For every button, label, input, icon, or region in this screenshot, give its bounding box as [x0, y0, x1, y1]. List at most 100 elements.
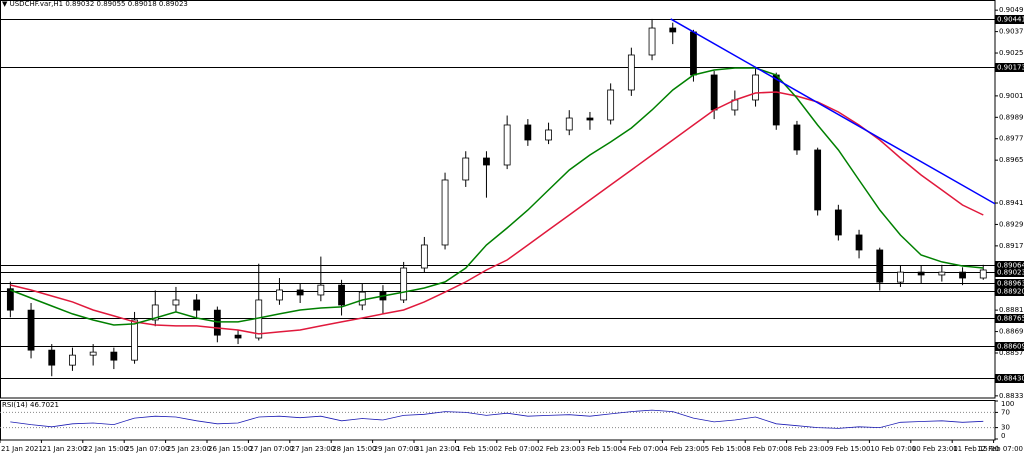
level-label-box	[995, 314, 1024, 323]
candle-body	[358, 291, 366, 306]
candle-body	[317, 284, 325, 296]
candle-body	[897, 271, 904, 283]
trendline	[670, 18, 995, 205]
x-tick-label: 22 Jan 15:00	[84, 445, 128, 453]
level-label-box	[995, 287, 1024, 296]
x-tick-label: 31 Jan 23:00	[415, 445, 459, 453]
x-tick-label: 12 Feb 07:00	[977, 445, 1023, 453]
level-label: 0.89023	[997, 269, 1024, 277]
x-tick-label: 9 Feb 15:00	[829, 445, 870, 453]
candle-body	[752, 74, 759, 101]
candle-body	[276, 289, 283, 301]
candle-body	[959, 271, 966, 279]
candle-body	[938, 271, 946, 276]
candle-body	[979, 269, 987, 279]
x-tick-label: 10 Feb 23:00	[912, 445, 958, 453]
symbol: USDCHF.var,H1	[10, 0, 64, 8]
candle-body	[627, 54, 635, 91]
candle-body	[400, 267, 408, 301]
rsi-label: RSI(14) 46.7021	[2, 401, 59, 409]
candle-body	[172, 299, 180, 306]
candle-body	[462, 157, 470, 181]
x-tick-label: 27 Jan 23:00	[291, 445, 335, 453]
candle-body	[48, 349, 56, 366]
level-label: 0.90441	[997, 16, 1024, 24]
ma-fast-line	[10, 67, 984, 326]
main-panel	[0, 0, 996, 399]
x-tick-label: 10 Feb 07:00	[870, 445, 916, 453]
candle-body	[69, 354, 76, 366]
header-arrow: ▼	[2, 0, 10, 8]
x-tick-label: 4 Feb 07:00	[622, 445, 663, 453]
x-tick-label: 29 Jan 07:00	[374, 445, 418, 453]
level-label: 0.88609	[997, 343, 1024, 351]
rsi-line	[10, 409, 984, 429]
candle-body	[296, 289, 304, 296]
header-high: 0.89055	[97, 0, 126, 8]
candle-body	[6, 288, 14, 311]
rsi-tick-label: 70	[1001, 408, 1010, 416]
rsi-panel	[0, 400, 996, 441]
rsi-plot	[0, 409, 995, 429]
candle-body	[524, 124, 532, 141]
x-tick-label: 1 Feb 15:00	[456, 445, 497, 453]
x-tick-label: 25 Jan 23:00	[167, 445, 211, 453]
level-label-box	[995, 261, 1024, 270]
candle-body	[586, 117, 594, 121]
candle-body	[690, 31, 697, 76]
rsi-name: RSI(14)	[2, 401, 28, 409]
header-low: 0.89018	[128, 0, 157, 8]
x-tick-label: 11 Feb 15:00	[953, 445, 999, 453]
candle-body	[110, 351, 118, 361]
level-label: 0.88963	[997, 280, 1024, 288]
candle-body	[234, 334, 242, 339]
x-tick-label: 27 Jan 07:00	[249, 445, 293, 453]
level-label-box	[995, 374, 1024, 383]
level-label: 0.89064	[997, 262, 1024, 270]
x-tick-label: 3 Feb 15:00	[581, 445, 622, 453]
candle-body	[503, 124, 511, 166]
x-tick-label: 25 Jan 07:00	[125, 445, 169, 453]
candle-body	[151, 304, 159, 321]
level-label-box	[995, 342, 1024, 351]
candle-body	[814, 149, 822, 211]
level-label-box	[995, 279, 1024, 288]
x-tick-label: 8 Feb 23:00	[788, 445, 829, 453]
candle-body	[710, 74, 718, 111]
candle-body	[338, 284, 345, 306]
candle-body	[855, 234, 863, 251]
candle-body	[483, 157, 490, 166]
level-label-box	[995, 15, 1024, 24]
x-tick-label: 4 Feb 23:00	[663, 445, 704, 453]
candle-body	[648, 27, 656, 56]
x-tick-label: 2 Feb 07:00	[498, 445, 539, 453]
header: ▼ USDCHF.var,H1 0.89032 0.89055 0.89018 …	[2, 0, 188, 8]
level-label: 0.88765	[997, 315, 1024, 323]
x-tick-label: 26 Jan 15:00	[208, 445, 252, 453]
rsi-tick-label: 0	[1001, 432, 1005, 440]
level-label: 0.90173	[997, 64, 1024, 72]
candle-body	[420, 244, 428, 269]
x-tick-label: 5 Feb 15:00	[705, 445, 746, 453]
candle-body	[27, 309, 35, 351]
main-plot	[0, 18, 995, 379]
candle-body	[669, 27, 677, 33]
candle-body	[607, 89, 615, 121]
rsi-tick-label: 100	[1001, 400, 1014, 408]
